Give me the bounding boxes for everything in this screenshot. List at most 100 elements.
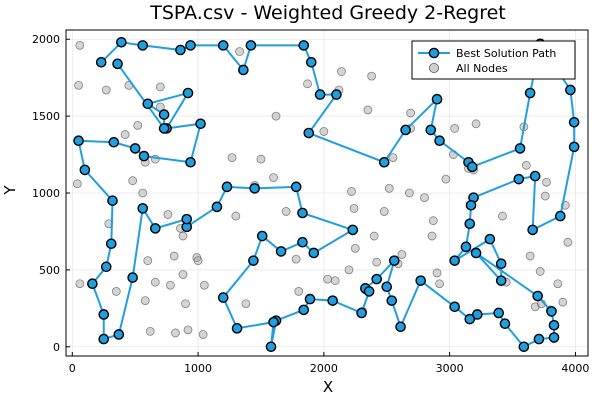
path-point [460, 241, 472, 253]
path-point [127, 272, 138, 283]
node-point [303, 79, 312, 89]
node-point [404, 188, 414, 198]
path-point [449, 301, 460, 313]
path-segment [110, 200, 114, 244]
path-segment [116, 63, 165, 129]
path-segment [559, 146, 576, 217]
node-point [133, 120, 143, 130]
node-point [525, 251, 535, 261]
path-point [158, 123, 170, 134]
path-point [532, 290, 543, 302]
path-point [568, 141, 580, 153]
path-point [297, 236, 308, 248]
path-point [513, 173, 525, 185]
all-nodes-series [72, 40, 573, 339]
path-point [256, 230, 268, 242]
path-point [95, 56, 107, 68]
path-segment [222, 297, 238, 329]
best-path-series [73, 37, 580, 353]
path-point [98, 333, 110, 345]
path-point [182, 87, 194, 99]
path-point [185, 156, 196, 168]
path-segment [236, 321, 274, 330]
path-point [314, 89, 326, 100]
path-point [87, 278, 98, 290]
node-point [198, 330, 208, 339]
path-segment [143, 155, 191, 164]
path-point [381, 281, 393, 293]
path-point [472, 309, 483, 320]
path-point [150, 223, 161, 234]
path-point [107, 195, 118, 206]
legend-box [411, 40, 576, 80]
path-point [217, 292, 229, 303]
path-point [248, 255, 259, 266]
node-point [330, 276, 340, 286]
path-point [217, 40, 229, 51]
path-segment [438, 139, 470, 164]
node-point [178, 231, 188, 241]
path-segment [420, 279, 456, 308]
path-point [112, 58, 123, 70]
path-segment [142, 44, 181, 51]
node-point [138, 188, 148, 198]
node-point [101, 85, 111, 95]
node-point [183, 325, 193, 335]
path-segment [302, 212, 354, 231]
path-segment [313, 229, 354, 254]
legend-nodes-marker [428, 63, 439, 74]
chart-title: TSPA.csv - Weighted Greedy 2-Regret [149, 2, 506, 24]
node-point [498, 211, 507, 221]
node-point [72, 179, 82, 189]
path-segment [78, 139, 114, 144]
path-point [363, 286, 375, 297]
path-point [303, 127, 315, 139]
legend-label-best-path: Best Solution Path [456, 47, 556, 60]
path-segment [308, 132, 385, 164]
path-point [499, 318, 511, 330]
path-point [371, 273, 382, 285]
path-point [347, 224, 359, 236]
path-point [415, 275, 427, 286]
path-point [565, 84, 576, 96]
y-axis-ticks: 0 500 1000 1500 2000 [32, 33, 70, 354]
node-point [294, 287, 304, 296]
path-point [464, 218, 476, 230]
path-segment [519, 92, 532, 149]
node-point [384, 183, 394, 193]
path-point [493, 307, 504, 319]
path-point [113, 329, 125, 340]
x-tick-label: 2000 [310, 362, 338, 375]
path-point [175, 44, 186, 56]
path-point [108, 136, 120, 148]
node-point [369, 231, 379, 241]
y-tick-label: 1500 [32, 110, 60, 123]
node-point [181, 299, 190, 309]
path-point [221, 181, 233, 193]
path-point [546, 306, 557, 317]
path-point [495, 258, 507, 270]
path-point [304, 293, 316, 305]
path-point [464, 313, 476, 325]
path-point [524, 87, 536, 99]
node-point [155, 82, 165, 92]
path-segment [84, 169, 114, 202]
path-point [73, 135, 84, 147]
path-point [568, 116, 580, 128]
node-point [75, 279, 85, 289]
path-segment [399, 280, 422, 328]
path-point [331, 89, 342, 100]
path-point [466, 161, 478, 173]
node-point [165, 280, 175, 290]
path-segment [91, 283, 105, 315]
legend: Best Solution Path All Nodes [411, 40, 576, 80]
path-point [388, 255, 400, 266]
path-segment [531, 176, 537, 230]
x-tick-label: 0 [69, 362, 76, 375]
path-point [305, 56, 317, 68]
node-point [281, 207, 291, 216]
node-point [150, 277, 160, 287]
path-point [268, 316, 279, 328]
node-point [227, 153, 237, 163]
